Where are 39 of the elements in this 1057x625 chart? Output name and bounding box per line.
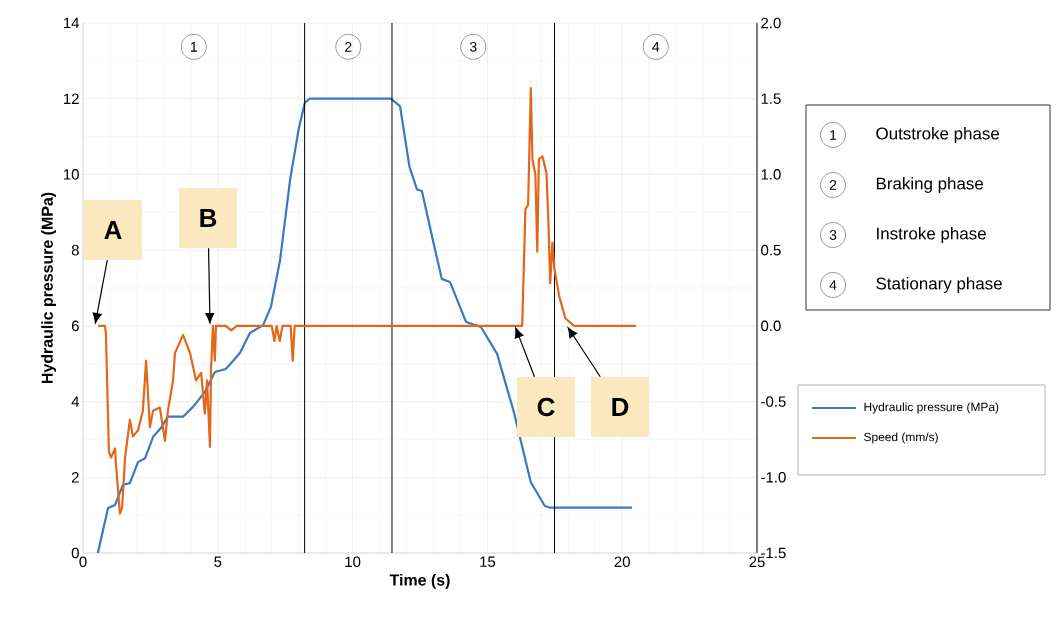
x-axis-title: Time (s) [389, 573, 450, 589]
y-tick-label: 8 [71, 244, 79, 256]
x-tick-label: 10 [345, 556, 361, 568]
annotation: C [537, 397, 555, 417]
annotation: B [200, 209, 217, 227]
text: Instroke phase [877, 227, 986, 243]
text: Braking phase [876, 177, 984, 193]
y2-tick-label: 1.0 [761, 169, 781, 180]
x-tick-label: 15 [480, 556, 496, 567]
legend-label: Hydraulic pressure (MPa) [864, 402, 999, 414]
y-tick-label: 2 [71, 472, 79, 483]
y-tick-label: 0 [71, 547, 79, 559]
annotation: 2 [345, 41, 352, 52]
annotation: 4 [652, 42, 660, 52]
annotation: 1 [191, 42, 198, 52]
annotation: D [612, 398, 629, 416]
y-axis-title: Hydraulic pressure (MPa) [41, 192, 57, 384]
annotation: 3 [469, 41, 477, 52]
x-tick-label: 5 [214, 556, 222, 567]
y2-tick-label: -1.0 [761, 471, 786, 483]
text: 3 [829, 230, 837, 240]
x-tick-label: 20 [614, 556, 630, 568]
y2-tick-label: 0.5 [761, 244, 781, 256]
y-tick-label: 4 [71, 396, 80, 407]
y-tick-label: 12 [64, 93, 79, 104]
text: 2 [829, 180, 837, 190]
y2-tick-label: 0.0 [761, 320, 781, 332]
text: 1 [830, 130, 837, 140]
text: Stationary phase [876, 277, 1002, 293]
text: Outstroke phase [876, 127, 1000, 143]
annotation: A [104, 221, 122, 239]
legend-label: Speed (mm/s) [864, 432, 938, 444]
y2-tick-label: 2.0 [761, 17, 781, 29]
y-tick-label: 6 [71, 320, 79, 332]
y-tick-label: 14 [64, 17, 80, 29]
y2-tick-label: 1.5 [761, 93, 781, 104]
y-tick-label: 10 [64, 169, 79, 180]
text: 4 [829, 280, 837, 290]
y2-tick-label: -0.5 [761, 396, 786, 407]
